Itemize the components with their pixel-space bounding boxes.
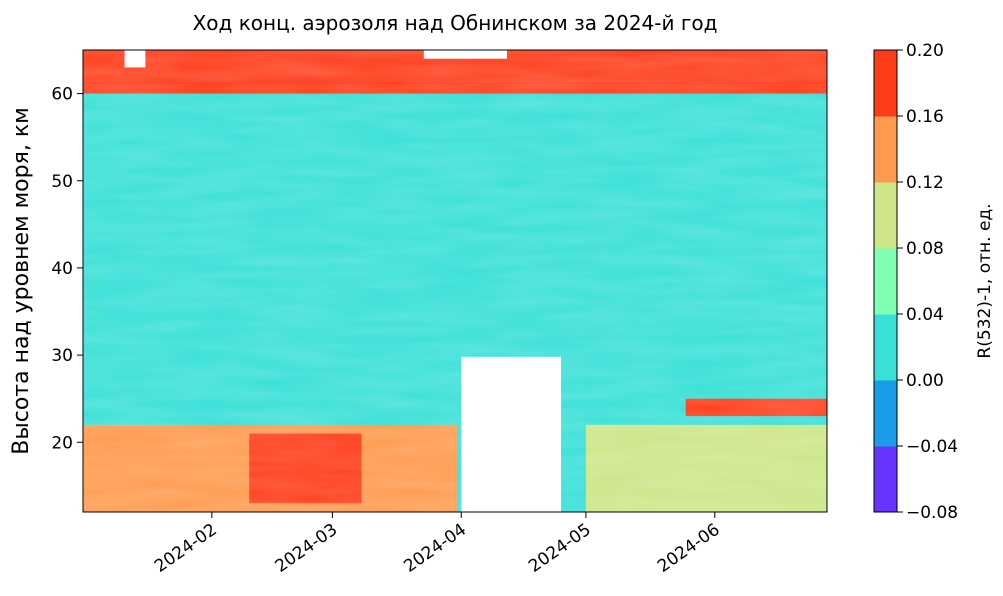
colorbar-tick-label: 0.12 [906,173,944,193]
colorbar-segment [874,446,897,513]
colorbar-segment [874,314,897,381]
colorbar-segment [874,182,897,249]
x-axis: 2024-02 2024-03 2024-04 2024-05 2024-06 [151,512,724,577]
y-tick-label: 60 [51,85,73,105]
x-tick-label: 2024-04 [400,520,470,577]
colorbar-tick-label: 0.04 [906,305,944,325]
missing-data-region [124,50,146,68]
x-tick-label: 2024-03 [272,520,342,577]
colorbar-tick-label: 0.20 [906,41,944,61]
x-tick-label: 2024-02 [151,520,221,577]
y-tick-label: 20 [51,433,73,453]
plot-area [83,50,827,512]
colorbar: −0.08 −0.04 0.00 0.04 0.08 0.12 0.16 0.20 [873,41,958,523]
y-tick-label: 50 [51,172,73,192]
colorbar-frame [873,49,898,513]
plot-frame [82,49,828,513]
colorbar-tick-label: −0.04 [906,437,958,457]
missing-data-region [461,356,561,512]
y-axis: 20 30 40 50 60 [51,85,83,453]
colorbar-label: R(532)-1, отн. ед. [975,203,995,358]
colorbar-segment [874,116,897,183]
x-tick-label: 2024-06 [654,520,724,577]
x-tick-label: 2024-05 [525,520,595,577]
colorbar-segment [874,50,897,117]
colorbar-tick-label: 0.08 [906,239,944,259]
y-axis-label: Высота над уровнем моря, км [9,107,34,454]
texture-overlay [83,50,827,512]
chart-title: Ход конц. аэрозоля над Обнинском за 2024… [193,11,718,35]
colorbar-tick-label: 0.00 [906,371,944,391]
y-tick-label: 40 [51,259,73,279]
colorbar-segment [874,380,897,447]
colorbar-tick-label: 0.16 [906,107,944,127]
missing-data-region [423,50,507,59]
colorbar-segment [874,248,897,315]
colorbar-tick-label: −0.08 [906,503,958,523]
y-tick-label: 30 [51,346,73,366]
